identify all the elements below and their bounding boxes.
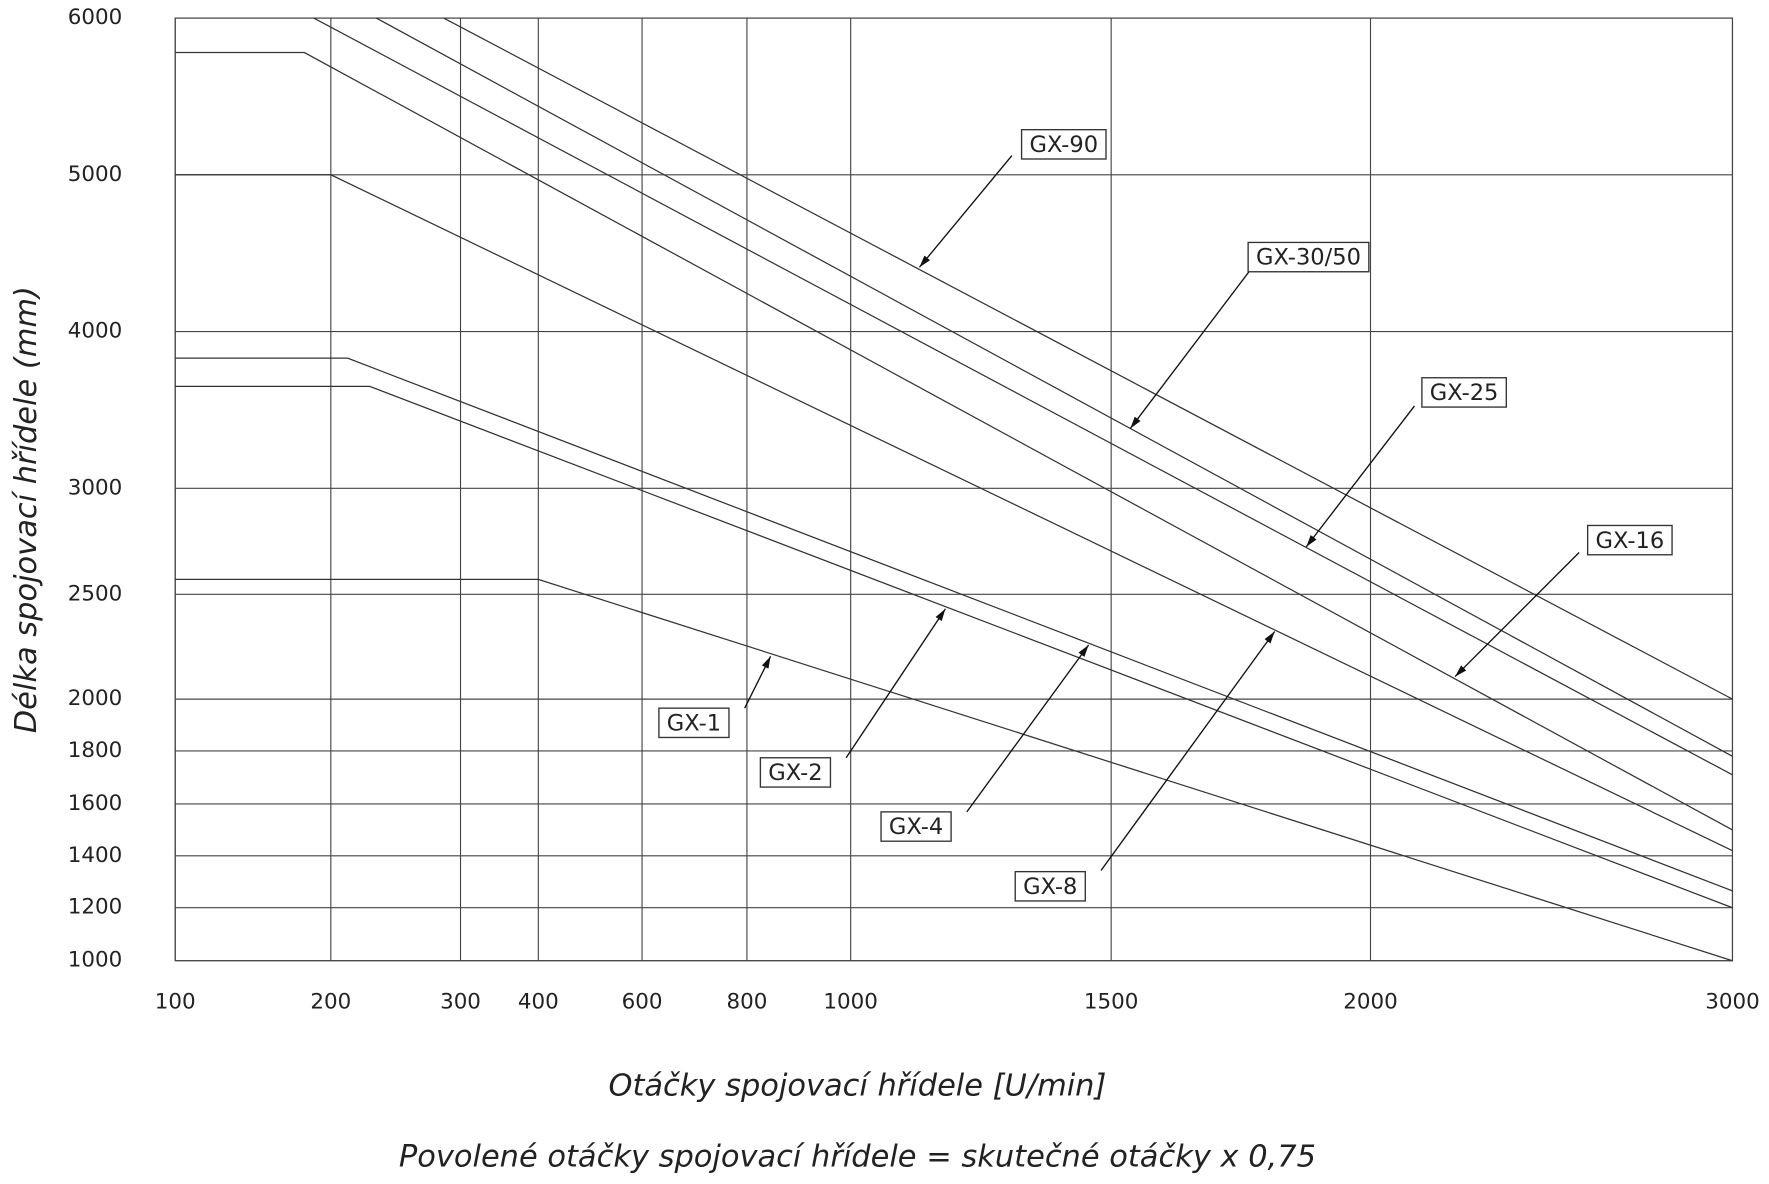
y-tick-label: 2000 (68, 686, 122, 711)
x-tick-label: 600 (622, 989, 663, 1014)
callout-box (658, 707, 730, 739)
legend-label: GX-1 (667, 710, 721, 736)
callout-arrow (1305, 405, 1416, 548)
x-tick-label: 800 (727, 989, 768, 1014)
series-line (375, 17, 1733, 757)
callout-box (880, 811, 952, 842)
x-tick-label: 400 (518, 989, 559, 1014)
x-tick-label: 1500 (1084, 989, 1138, 1014)
y-tick-label: 3000 (68, 475, 122, 500)
callout-arrow (1454, 552, 1580, 678)
callout-arrow (1100, 631, 1276, 871)
plot-frame (174, 17, 1734, 962)
y-tick-label: 2500 (68, 581, 122, 606)
y-tick-label: 6000 (68, 5, 122, 30)
series-line (175, 174, 1733, 852)
callout-box (759, 757, 832, 788)
y-tick-label: 1400 (68, 843, 122, 868)
callout-box (1421, 377, 1507, 408)
series-line (175, 385, 1733, 909)
legend-label: GX-90 (1029, 132, 1098, 158)
series-line (443, 17, 1733, 700)
legend-label: GX-4 (889, 814, 943, 840)
x-tick-label: 3000 (1705, 989, 1759, 1014)
callout-box (1014, 870, 1086, 902)
y-tick-label: 5000 (68, 162, 122, 187)
legend-label: GX-25 (1430, 380, 1499, 406)
legend-label: GX-8 (1023, 874, 1077, 900)
x-tick-label: 2000 (1343, 989, 1397, 1014)
series-line (175, 357, 1733, 892)
series-line (313, 17, 1733, 776)
y-tick-label: 1200 (68, 895, 122, 920)
x-tick-label: 300 (440, 989, 481, 1014)
callout-box (1020, 128, 1107, 160)
y-tick-label: 1800 (68, 738, 122, 763)
x-tick-label: 200 (310, 989, 351, 1014)
y-tick-label: 4000 (68, 319, 122, 344)
series-line (175, 51, 1733, 831)
x-tick-label: 100 (155, 989, 196, 1014)
footnote: Povolené otáčky spojovací hřídele = skut… (399, 1140, 1316, 1175)
legend-label: GX-16 (1596, 528, 1665, 554)
callout-arrow (966, 644, 1090, 813)
callout-arrow (744, 655, 772, 709)
x-tick-label: 1000 (823, 989, 877, 1014)
callout-box (1247, 241, 1370, 273)
y-tick-label: 1600 (68, 791, 122, 816)
legend-label: GX-30/50 (1256, 245, 1361, 271)
callout-box (1586, 524, 1673, 556)
y-axis-title: Délka spojovací hřídele (mm) (9, 286, 44, 733)
x-axis-title: Otáčky spojovací hřídele [U/min] (609, 1069, 1107, 1104)
callout-arrow (918, 155, 1013, 268)
series-line (175, 578, 1733, 962)
callout-arrow (845, 608, 946, 759)
callout-arrow (1129, 270, 1251, 429)
legend-label: GX-2 (768, 760, 822, 786)
y-tick-label: 1000 (68, 948, 122, 973)
